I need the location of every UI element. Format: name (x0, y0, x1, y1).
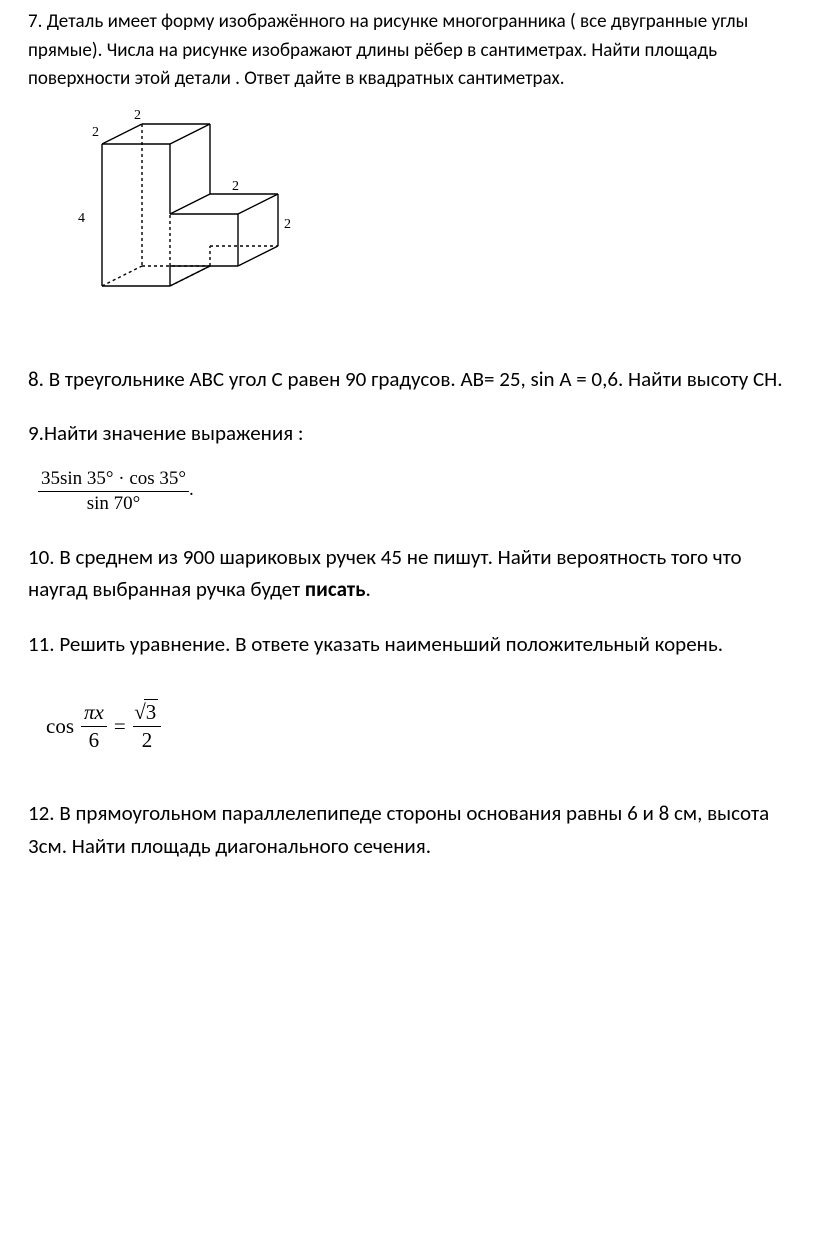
problem-11-cos: cos (46, 714, 74, 739)
problem-9-text: 9.Найти значение выражения : (28, 417, 788, 450)
polyhedron-svg: 2 2 2 2 4 (62, 106, 322, 336)
figure-label-top2: 2 (92, 125, 99, 140)
problem-9-numerator: 35sin 35° · cos 35° (38, 468, 189, 492)
problem-9-fraction: 35sin 35° · cos 35° sin 70° (38, 468, 189, 515)
problem-9-formula: 35sin 35° · cos 35° sin 70° . (38, 468, 788, 515)
problem-10-prefix: 10. В среднем из 900 шариковых ручек 45 … (28, 544, 742, 603)
problem-8-text: 8. В треугольнике АВС угол С равен 90 гр… (28, 363, 788, 396)
problem-11-text: 11. Решить уравнение. В ответе указать н… (28, 628, 788, 661)
problem-12: 12. В прямоугольном параллелепипеде стор… (28, 797, 788, 862)
problem-10-text: 10. В среднем из 900 шариковых ручек 45 … (28, 541, 788, 606)
problem-10-bold: писать (305, 576, 366, 602)
problem-9: 9.Найти значение выражения : 35sin 35° ·… (28, 417, 788, 515)
problem-7: 7. Деталь имеет форму изображённого на р… (28, 8, 788, 341)
problem-7-text: 7. Деталь имеет форму изображённого на р… (28, 8, 788, 94)
problem-11-formula: cos πx 6 = 3√ 2 (46, 700, 788, 753)
problem-11: 11. Решить уравнение. В ответе указать н… (28, 628, 788, 754)
figure-label-left: 4 (78, 211, 85, 226)
problem-10-suffix: . (365, 576, 370, 602)
problem-12-text: 12. В прямоугольном параллелепипеде стор… (28, 797, 788, 862)
problem-11-frac-num: πx (81, 700, 107, 727)
problem-11-frac-den: 6 (81, 727, 107, 753)
problem-10: 10. В среднем из 900 шариковых ручек 45 … (28, 541, 788, 606)
problem-9-suffix: . (189, 479, 194, 500)
figure-label-right2: 2 (284, 217, 291, 232)
polyhedron-figure: 2 2 2 2 4 (62, 106, 788, 341)
problem-9-denominator: sin 70° (38, 492, 189, 515)
problem-11-rhs-den: 2 (133, 727, 162, 753)
figure-label-right1: 2 (232, 179, 239, 194)
problem-11-eq: = (114, 714, 126, 739)
figure-label-top1: 2 (134, 108, 141, 123)
problem-8: 8. В треугольнике АВС угол С равен 90 гр… (28, 363, 788, 396)
